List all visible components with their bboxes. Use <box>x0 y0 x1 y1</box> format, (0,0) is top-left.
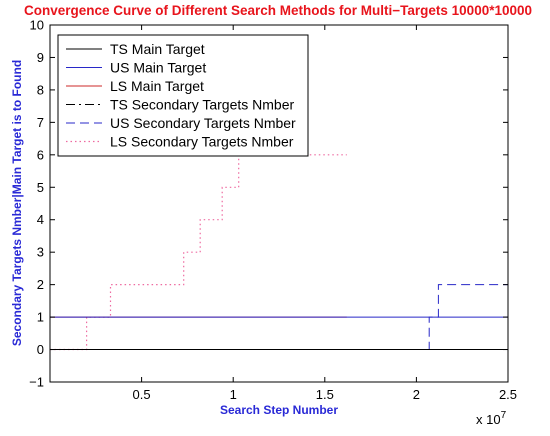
legend-box <box>57 34 309 157</box>
legend-entry-3: TS Secondary Targets Nmber <box>110 97 294 113</box>
x-axis-multiplier-base: x 10 <box>476 412 501 427</box>
legend-entry-0: TS Main Target <box>110 41 205 57</box>
x-tick-label: 1.5 <box>316 387 334 402</box>
x-axis-label: Search Step Number <box>220 403 338 417</box>
x-tick-label: 2.5 <box>499 387 517 402</box>
x-tick-label: 2 <box>413 387 420 402</box>
x-tick-label: 0.5 <box>133 387 151 402</box>
x-axis-multiplier-exponent: 7 <box>501 410 507 421</box>
legend: TS Main Target US Main Target LS Main Targ… <box>57 34 309 157</box>
y-tick-label: 10 <box>30 18 44 33</box>
y-tick-label: 6 <box>37 147 44 162</box>
y-tick-label: 7 <box>37 115 44 130</box>
y-axis-label: Secondary Targets Nmber|Main Target is t… <box>10 60 24 346</box>
y-tick-label: 0 <box>37 342 44 357</box>
legend-entry-4: US Secondary Targets Nmber <box>110 115 296 131</box>
x-tick-label: 1 <box>230 387 237 402</box>
legend-entry-2: LS Main Target <box>110 78 204 94</box>
y-tick-label: 1 <box>37 310 44 325</box>
y-tick-label: 5 <box>37 180 44 195</box>
y-tick-label: 8 <box>37 82 44 97</box>
chart-title: Convergence Curve of Different Search Me… <box>24 3 532 18</box>
y-tick-label: 3 <box>37 245 44 260</box>
y-tick-label: 9 <box>37 50 44 65</box>
y-tick-label: −1 <box>29 375 44 390</box>
axis-ticks: 0.5 1 1.5 2 2.5 −1 0 1 2 3 4 5 6 7 8 9 10 <box>29 18 517 403</box>
x-axis-multiplier: x 107 <box>476 410 507 427</box>
plot-content <box>50 154 508 351</box>
y-tick-label: 2 <box>37 277 44 292</box>
series-line-5 <box>50 154 347 351</box>
legend-entry-1: US Main Target <box>110 60 206 76</box>
plot-frame <box>49 24 509 383</box>
y-tick-label: 4 <box>37 212 44 227</box>
legend-entry-5: LS Secondary Targets Nmber <box>110 134 294 150</box>
